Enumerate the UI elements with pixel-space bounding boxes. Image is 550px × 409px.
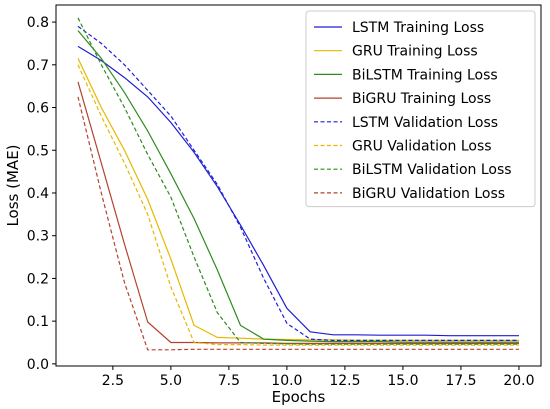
series-line-gru-training-loss	[77, 58, 519, 341]
x-tick-label: 5.0	[160, 373, 182, 389]
legend-box	[305, 10, 536, 208]
y-tick-label: 0.5	[27, 143, 49, 159]
series-layer	[77, 17, 519, 351]
series-line-gru-validation-loss	[77, 64, 519, 346]
series-line-bilstm-validation-loss	[77, 17, 519, 345]
legend: LSTM Training Loss GRU Training Loss BiLST…	[305, 10, 536, 208]
series-line-bilstm-training-loss	[77, 30, 519, 343]
y-tick-label: 0.7	[27, 58, 49, 74]
x-tick-label: 15.0	[387, 373, 418, 389]
legend-label-bigru-validation-loss: BiGRU Validation Loss	[352, 186, 505, 202]
plot-frame	[55, 4, 542, 367]
legend-label-gru-training-loss: GRU Training Loss	[352, 44, 478, 60]
x-axis-title: Epochs	[272, 388, 326, 406]
x-tick-label: 17.5	[445, 373, 476, 389]
x-tick-label: 2.5	[102, 373, 124, 389]
x-tick-label: 20.0	[503, 373, 534, 389]
x-axis: 2.5 5.0 7.5 10.0 12.5 15.0 17.5 20.0	[102, 366, 535, 389]
x-tick-label: 7.5	[218, 373, 240, 389]
series-line-bigru-validation-loss	[77, 96, 519, 351]
legend-label-lstm-validation-loss: LSTM Validation Loss	[352, 115, 498, 131]
y-axis: 0.0 0.1 0.2 0.3 0.4 0.5 0.6 0.7 0.8	[27, 15, 56, 373]
legend-label-bilstm-validation-loss: BiLSTM Validation Loss	[352, 162, 512, 178]
x-tick-label: 12.5	[329, 373, 360, 389]
legend-label-lstm-training-loss: LSTM Training Loss	[352, 20, 484, 36]
legend-label-bilstm-training-loss: BiLSTM Training Loss	[352, 67, 498, 83]
y-tick-label: 0.2	[27, 271, 49, 287]
series-line-lstm-training-loss	[77, 45, 519, 337]
y-tick-label: 0.8	[27, 15, 49, 31]
y-tick-label: 0.0	[27, 357, 49, 373]
y-tick-label: 0.3	[27, 229, 49, 245]
y-tick-label: 0.1	[27, 314, 49, 330]
series-line-lstm-validation-loss	[77, 25, 519, 341]
series-line-bigru-training-loss	[77, 81, 519, 344]
legend-label-bigru-training-loss: BiGRU Training Loss	[352, 91, 491, 107]
y-tick-label: 0.4	[27, 186, 49, 202]
y-tick-label: 0.6	[27, 101, 49, 117]
x-tick-label: 10.0	[271, 373, 302, 389]
y-axis-title: Loss (MAE)	[4, 144, 22, 226]
legend-label-gru-validation-loss: GRU Validation Loss	[352, 139, 492, 155]
